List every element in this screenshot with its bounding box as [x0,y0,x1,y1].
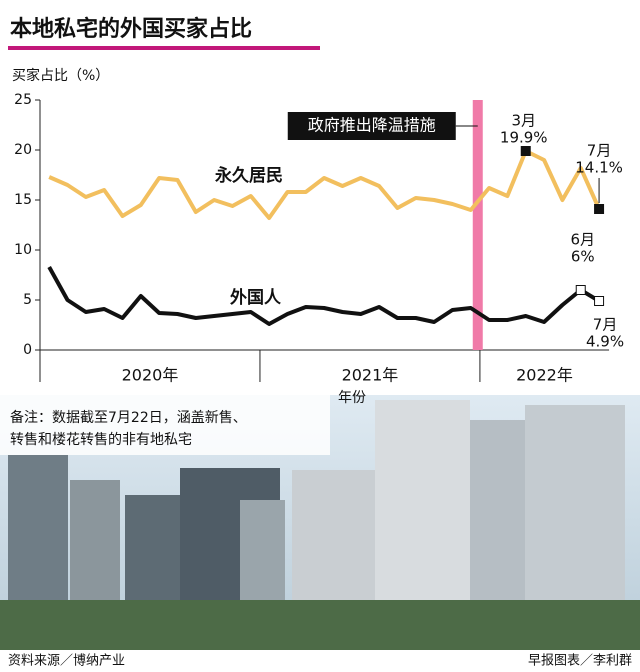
series-label: 永久居民 [214,165,283,186]
value-label: 19.9% [500,129,548,147]
value-label: 14.1% [575,159,623,177]
note-backdrop [0,385,330,455]
note-line: 转售和楼花转售的非有地私宅 [10,432,192,448]
point-marker [520,146,531,156]
point-label: 3月 [511,112,536,130]
series-label: 外国人 [230,287,282,308]
point-label: 6月 [570,231,595,249]
x-group-label: 2022年 [516,366,573,385]
point-marker [594,204,605,214]
note-line: 备注：数据截至7月22日，涵盖新售、 [10,409,247,426]
value-label: 4.9% [586,333,624,351]
point-marker [594,296,605,306]
point-label: 7月 [587,142,612,160]
point-marker [575,285,586,295]
y-tick-label: 0 [23,342,32,358]
y-tick-label: 20 [14,142,32,158]
x-axis-title: 年份 [338,390,366,406]
point-label: 7月 [593,316,618,334]
x-group-label: 2020年 [122,366,179,385]
y-axis-title: 买家占比（%） [12,67,109,84]
credit: 早报图表／李利群 [528,654,632,669]
title-underline [8,46,320,50]
y-tick-label: 10 [14,242,32,258]
source: 资料来源／博纳产业 [8,654,125,669]
y-tick-label: 15 [14,192,32,208]
event-line [472,100,483,350]
value-label: 6% [571,248,595,266]
series-line [47,266,601,326]
y-tick-label: 5 [23,292,32,308]
chart-title: 本地私宅的外国买家占比 [10,16,252,42]
event-label: 政府推出降温措施 [308,116,436,135]
x-group-label: 2021年 [342,366,399,385]
y-tick-label: 25 [14,92,32,108]
event-label-box [287,112,456,140]
series-line [48,149,601,220]
